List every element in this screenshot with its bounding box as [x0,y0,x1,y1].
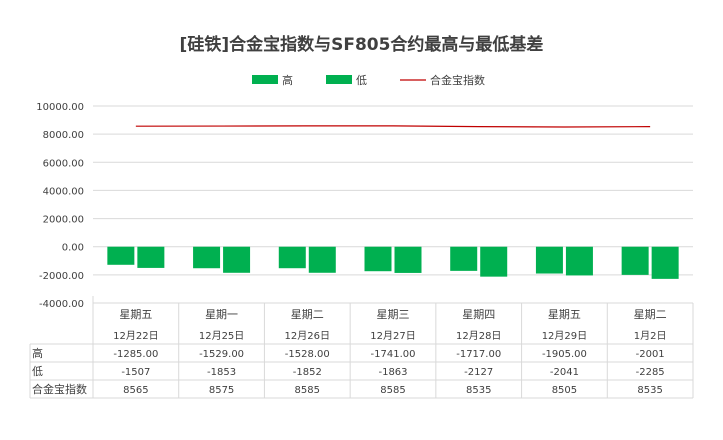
bar-high [621,246,649,275]
y-tick-label: -2000.00 [39,271,84,282]
bar-low [308,246,336,273]
table-row-label: 合金宝指数 [32,382,87,396]
y-tick-label: 4000.00 [43,186,84,197]
chart-title: [硅铁]合金宝指数与SF805合约最高与最低基差 [179,35,544,55]
category-day: 星期三 [377,308,410,321]
y-tick-label: 10000.00 [36,102,84,113]
bar-high [364,246,392,272]
table-cell: -2001 [636,349,665,360]
y-tick-label: 0.00 [62,243,84,254]
bar-high [535,246,563,274]
category-day: 星期五 [119,308,152,321]
category-date: 12月26日 [285,330,330,342]
table-cell: -1529.00 [199,349,244,360]
table-cell: -1528.00 [285,349,330,360]
table-cell: 8565 [123,385,148,396]
table-cell: -1285.00 [113,349,158,360]
table-cell: -2285 [636,367,665,378]
table-cell: -1507 [121,367,150,378]
bar-high [193,246,221,269]
bar-high [278,246,306,269]
table-cell: -1741.00 [371,349,416,360]
bar-high [107,246,135,265]
y-tick-label: -4000.00 [39,299,84,310]
bar-low [480,246,508,277]
table-cell: -1717.00 [456,349,501,360]
category-date: 12月28日 [456,330,501,342]
table-cell: 8535 [637,385,662,396]
table-cell: 8585 [380,385,405,396]
bar-low [565,246,593,276]
category-date: 12月27日 [370,330,415,342]
legend-label: 低 [356,74,367,87]
category-day: 星期二 [291,308,324,321]
bar-low [651,246,679,279]
category-date: 1月2日 [634,330,667,342]
legend-label: 高 [282,73,293,87]
category-day: 星期四 [462,308,495,321]
legend-label: 合金宝指数 [430,73,485,87]
category-date: 12月22日 [113,330,158,342]
category-day: 星期二 [634,308,667,321]
table-cell: -1853 [207,367,236,378]
table-row-label: 低 [32,365,43,378]
y-tick-label: 8000.00 [43,130,84,141]
table-cell: -1905.00 [542,349,587,360]
index-line [135,125,651,128]
legend-swatch [252,75,278,84]
table-cell: -2041 [550,367,579,378]
legend-swatch [326,75,352,84]
table-cell: 8535 [466,385,491,396]
bar-low [394,246,422,273]
table-cell: 8585 [295,385,320,396]
category-day: 星期五 [548,308,581,321]
category-day: 星期一 [205,308,238,321]
table-cell: 8575 [209,385,234,396]
table-cell: -2127 [464,367,493,378]
y-tick-label: 6000.00 [43,158,84,169]
table-row-label: 高 [32,346,43,360]
category-date: 12月25日 [199,330,244,342]
bar-low [137,246,165,268]
y-tick-label: 2000.00 [43,215,84,226]
bar-high [450,246,478,271]
category-date: 12月29日 [542,330,587,342]
table-cell: -1863 [378,367,407,378]
bar-low [223,246,251,273]
table-cell: -1852 [293,367,322,378]
table-cell: 8505 [552,385,577,396]
